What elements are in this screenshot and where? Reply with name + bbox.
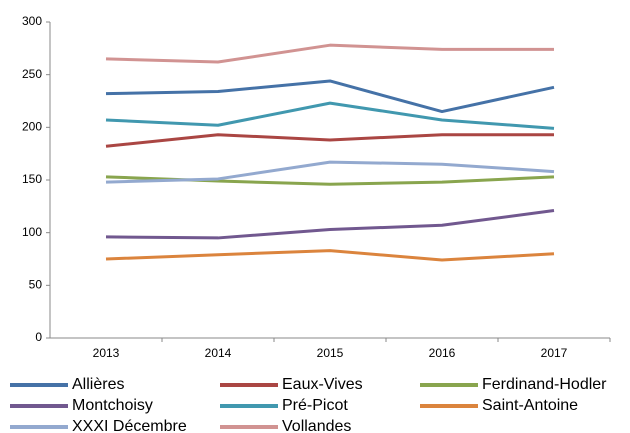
x-tick-label: 2013 <box>93 346 120 360</box>
legend-label: XXXI Décembre <box>72 418 187 433</box>
y-tick-label: 200 <box>22 120 42 134</box>
series-line <box>105 133 554 148</box>
y-tick-label: 0 <box>35 330 42 344</box>
legend-label: Allières <box>72 376 124 393</box>
x-tick-label: 2014 <box>205 346 232 360</box>
x-tick-label: 2016 <box>429 346 456 360</box>
x-tick-label: 2017 <box>541 346 568 360</box>
series-line <box>105 249 555 262</box>
x-tick-label: 2015 <box>317 346 344 360</box>
legend-label: Saint-Antoine <box>482 397 578 414</box>
legend-label: Montchoisy <box>72 397 153 414</box>
legend-label: Vollandes <box>282 418 351 433</box>
y-tick-label: 250 <box>22 67 42 81</box>
series-line <box>105 101 555 130</box>
series-line <box>105 43 554 64</box>
legend-label: Pré-Picot <box>282 397 348 414</box>
series-line <box>105 209 555 240</box>
series-line <box>105 160 555 184</box>
y-tick-label: 50 <box>29 278 43 292</box>
y-tick-label: 300 <box>22 14 42 28</box>
legend-label: Ferdinand-Hodler <box>482 376 607 393</box>
series-line <box>105 79 555 114</box>
legend-label: Eaux-Vives <box>282 376 363 393</box>
y-tick-label: 150 <box>22 172 42 186</box>
y-tick-label: 100 <box>22 225 42 239</box>
